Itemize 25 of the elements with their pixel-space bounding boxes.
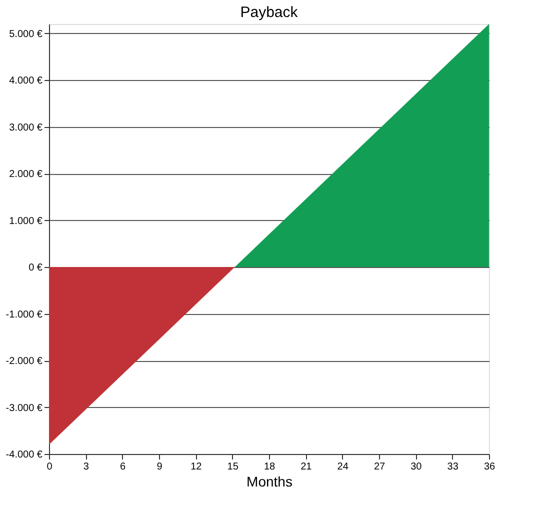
x-tick-label: 36 (484, 462, 496, 472)
x-tick-label: 30 (410, 462, 422, 472)
x-tick-label: 0 (46, 462, 53, 472)
y-tick-label: 4.000 € (9, 76, 43, 87)
y-tick-label: 5.000 € (9, 28, 43, 40)
x-tick-label: 15 (227, 462, 239, 472)
x-tick-label: 6 (120, 462, 126, 472)
x-tick-label: 18 (264, 462, 276, 472)
x-tick-label: 21 (300, 462, 312, 472)
y-tick-label: -3.000 € (6, 402, 43, 414)
x-tick-label: 27 (374, 462, 386, 472)
x-axis-title: Months (246, 474, 292, 490)
x-tick-label: 3 (83, 462, 90, 472)
y-tick-label: 2.000 € (9, 169, 43, 180)
y-tick-label: 0 € (28, 262, 43, 274)
y-tick-label: -4.000 € (6, 450, 43, 460)
y-tick-label: -2.000 € (6, 356, 43, 368)
x-tick-label: 24 (337, 462, 349, 472)
x-tick-label: 12 (190, 462, 202, 472)
chart-title: Payback (240, 4, 298, 21)
x-tick-label: 9 (156, 462, 163, 472)
y-tick-label: 1.000 € (9, 216, 43, 227)
x-tick-label: 33 (447, 462, 459, 472)
y-tick-label: -1.000 € (6, 309, 43, 320)
y-tick-label: 3.000 € (9, 122, 43, 134)
